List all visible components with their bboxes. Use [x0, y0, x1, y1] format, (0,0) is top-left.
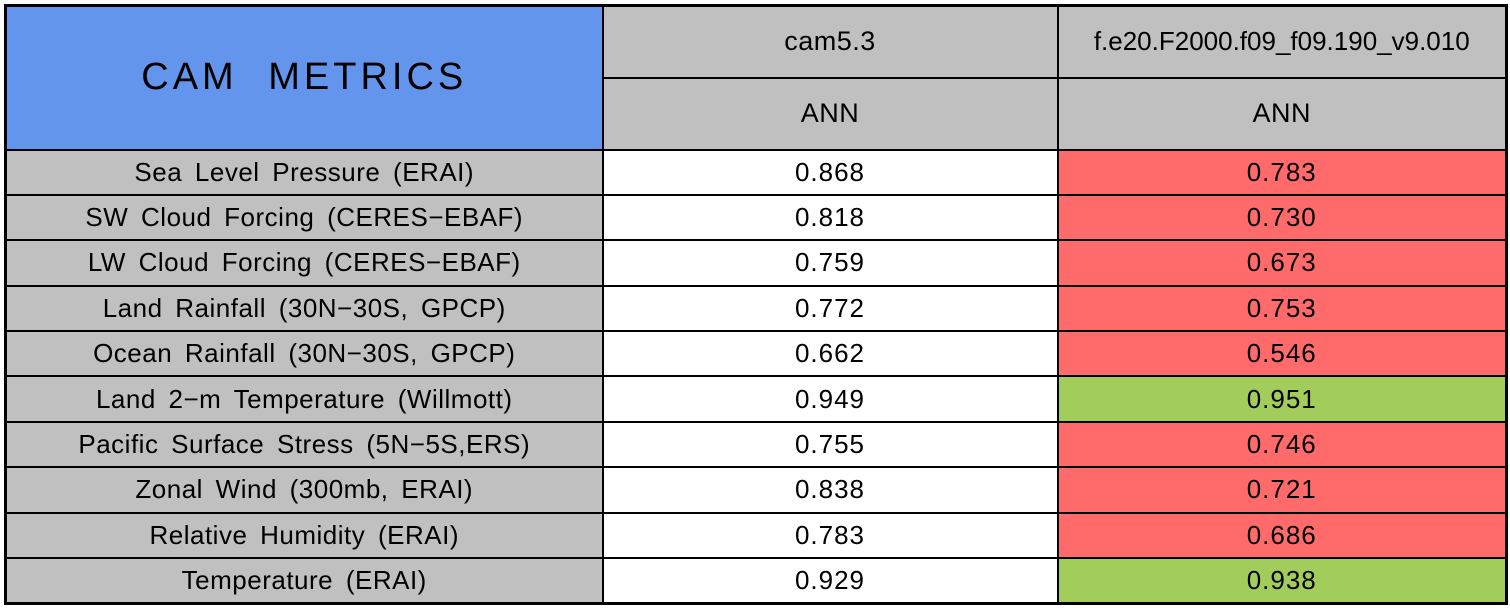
test-value: 0.783	[1056, 148, 1508, 196]
test-value: 0.686	[1056, 511, 1508, 560]
test-value: 0.546	[1056, 330, 1508, 378]
header-row-seasons: ANN ANN	[6, 76, 1508, 151]
table-row: Sea Level Pressure (ERAI) 0.868 0.783	[4, 148, 1508, 196]
metric-label: Pacific Surface Stress (5N−5S,ERS)	[4, 420, 604, 469]
baseline-value: 0.662	[601, 330, 1059, 378]
table-row: Temperature (ERAI) 0.929 0.938	[4, 557, 1508, 605]
baseline-value: 0.868	[601, 148, 1059, 196]
table-title: CAM METRICS	[4, 4, 604, 151]
metric-label: LW Cloud Forcing (CERES−EBAF)	[4, 239, 604, 287]
test-value: 0.730	[1056, 193, 1508, 242]
test-value: 0.938	[1056, 557, 1508, 605]
metric-label: Land 2−m Temperature (Willmott)	[4, 375, 604, 423]
table-row: Zonal Wind (300mb, ERAI) 0.838 0.721	[4, 466, 1508, 514]
season-header-test: ANN	[1056, 76, 1508, 151]
table-row: Ocean Rainfall (30N−30S, GPCP) 0.662 0.5…	[4, 330, 1508, 378]
cam-metrics-table: CAM METRICS cam5.3 f.e20.F2000.f09_f09.1…	[4, 4, 1508, 605]
test-value: 0.721	[1056, 466, 1508, 514]
test-value: 0.746	[1056, 420, 1508, 469]
column-header-baseline-model: cam5.3	[601, 4, 1059, 79]
metric-label: Land Rainfall (30N−30S, GPCP)	[4, 284, 604, 333]
column-header-test-run: f.e20.F2000.f09_f09.190_v9.010	[1056, 4, 1508, 79]
table-row: Land 2−m Temperature (Willmott) 0.949 0.…	[4, 375, 1508, 423]
table-row: SW Cloud Forcing (CERES−EBAF) 0.818 0.73…	[4, 193, 1508, 242]
test-value: 0.673	[1056, 239, 1508, 287]
metric-label: Ocean Rainfall (30N−30S, GPCP)	[4, 330, 604, 378]
baseline-value: 0.818	[601, 193, 1059, 242]
metric-label: Zonal Wind (300mb, ERAI)	[4, 466, 604, 514]
baseline-value: 0.929	[601, 557, 1059, 605]
baseline-value: 0.949	[601, 375, 1059, 423]
metric-label: Relative Humidity (ERAI)	[4, 511, 604, 560]
baseline-value: 0.755	[601, 420, 1059, 469]
metric-label: Sea Level Pressure (ERAI)	[4, 148, 604, 196]
baseline-value: 0.783	[601, 511, 1059, 560]
metric-label: SW Cloud Forcing (CERES−EBAF)	[4, 193, 604, 242]
baseline-value: 0.759	[601, 239, 1059, 287]
table-row: LW Cloud Forcing (CERES−EBAF) 0.759 0.67…	[4, 239, 1508, 287]
table-row: Land Rainfall (30N−30S, GPCP) 0.772 0.75…	[4, 284, 1508, 333]
season-header-baseline: ANN	[601, 76, 1059, 151]
test-value: 0.753	[1056, 284, 1508, 333]
table-row: Relative Humidity (ERAI) 0.783 0.686	[4, 511, 1508, 560]
baseline-value: 0.838	[601, 466, 1059, 514]
header-row-models: CAM METRICS cam5.3 f.e20.F2000.f09_f09.1…	[4, 4, 1508, 151]
test-value: 0.951	[1056, 375, 1508, 423]
baseline-value: 0.772	[601, 284, 1059, 333]
metric-label: Temperature (ERAI)	[4, 557, 604, 605]
table-row: Pacific Surface Stress (5N−5S,ERS) 0.755…	[4, 420, 1508, 469]
